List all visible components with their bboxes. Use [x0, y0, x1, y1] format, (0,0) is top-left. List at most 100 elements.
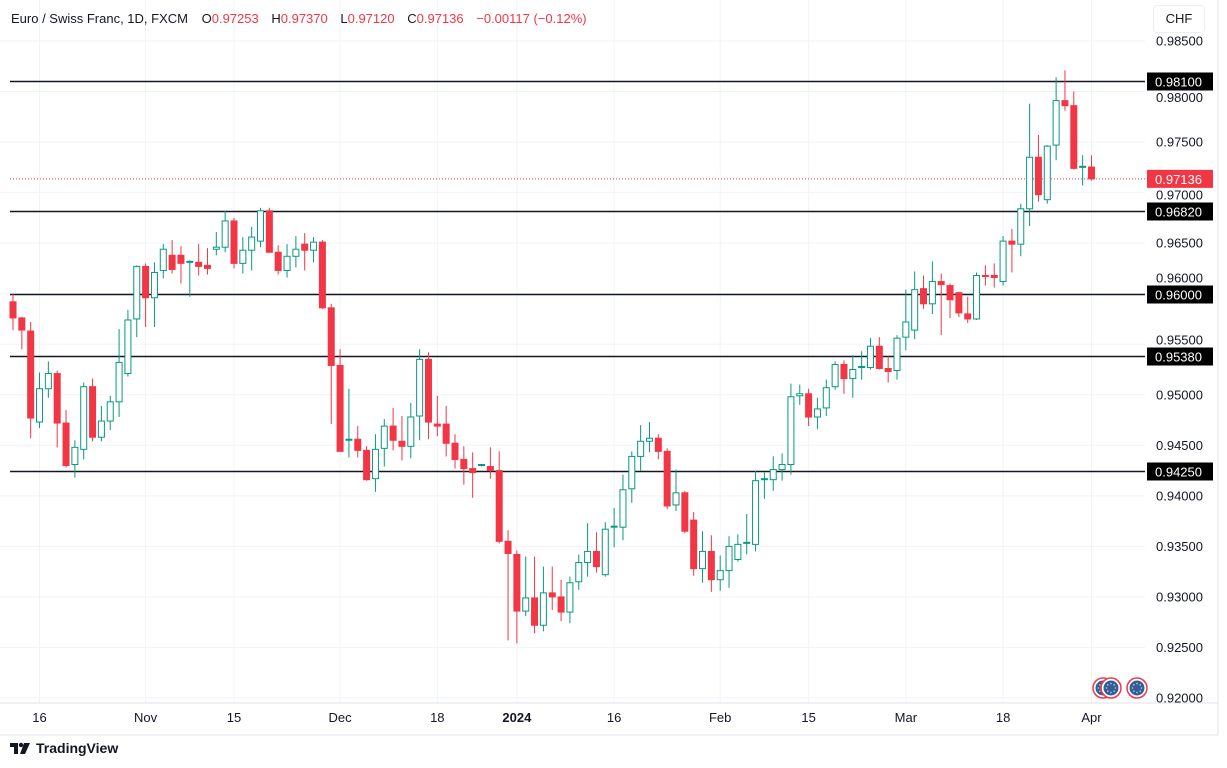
candle[interactable]: [999, 236, 1007, 286]
candle[interactable]: [734, 534, 742, 562]
candle[interactable]: [495, 451, 503, 544]
candle[interactable]: [858, 351, 866, 380]
candle[interactable]: [1052, 77, 1060, 161]
candle[interactable]: [274, 245, 282, 275]
candle[interactable]: [504, 530, 512, 641]
candle[interactable]: [1017, 203, 1025, 257]
candle[interactable]: [53, 370, 61, 448]
time-axis-labels[interactable]: 16 Nov 15 Dec 18 2024 16 Feb 15 Mar 18 Apr: [32, 710, 1102, 725]
symbol-title[interactable]: Euro / Swiss Franc, 1D, FXCM: [11, 11, 188, 26]
candle[interactable]: [840, 360, 848, 394]
candle[interactable]: [849, 355, 857, 398]
eu-flag-icon[interactable]: [1100, 677, 1122, 699]
candle[interactable]: [203, 248, 211, 275]
candle[interactable]: [955, 291, 963, 317]
candle[interactable]: [787, 383, 795, 475]
candle[interactable]: [1061, 70, 1069, 111]
candle[interactable]: [513, 550, 521, 644]
candle[interactable]: [990, 263, 998, 288]
candle[interactable]: [973, 272, 981, 320]
candle[interactable]: [186, 260, 194, 297]
candle[interactable]: [575, 554, 583, 590]
candle[interactable]: [822, 379, 830, 416]
candle[interactable]: [168, 240, 176, 274]
candle[interactable]: [1026, 103, 1034, 226]
candle[interactable]: [813, 397, 821, 430]
candle[interactable]: [150, 262, 158, 328]
candle[interactable]: [981, 265, 989, 286]
candle[interactable]: [964, 296, 972, 324]
candle[interactable]: [805, 388, 813, 427]
candle[interactable]: [875, 337, 883, 370]
events[interactable]: [1092, 677, 1148, 699]
candle[interactable]: [9, 293, 17, 331]
candle[interactable]: [177, 246, 185, 284]
candle[interactable]: [18, 316, 26, 350]
candle[interactable]: [769, 456, 777, 491]
candle[interactable]: [557, 579, 565, 622]
candle[interactable]: [893, 335, 901, 380]
candle[interactable]: [539, 566, 547, 632]
candle[interactable]: [80, 382, 88, 460]
candle[interactable]: [257, 207, 265, 248]
candle[interactable]: [610, 507, 618, 548]
candle[interactable]: [1087, 155, 1095, 181]
candle[interactable]: [133, 265, 141, 338]
candle[interactable]: [212, 232, 220, 256]
candle[interactable]: [230, 217, 238, 269]
candle[interactable]: [566, 576, 574, 624]
candle[interactable]: [946, 283, 954, 318]
candle[interactable]: [663, 448, 671, 509]
candle[interactable]: [389, 407, 397, 451]
candle[interactable]: [1070, 91, 1078, 170]
candle[interactable]: [920, 275, 928, 309]
candle[interactable]: [416, 349, 424, 441]
candle[interactable]: [44, 361, 52, 398]
candle[interactable]: [645, 422, 653, 453]
candle[interactable]: [1008, 229, 1016, 273]
candle[interactable]: [460, 446, 468, 485]
candle[interactable]: [752, 470, 760, 552]
candle[interactable]: [221, 210, 229, 253]
price-axis[interactable]: [1145, 0, 1227, 735]
candle[interactable]: [354, 426, 362, 458]
candle[interactable]: [424, 352, 432, 440]
candle[interactable]: [884, 356, 892, 383]
candle[interactable]: [106, 395, 114, 431]
candle[interactable]: [398, 415, 406, 461]
candle[interactable]: [407, 402, 415, 459]
candle[interactable]: [690, 512, 698, 576]
candle[interactable]: [336, 349, 344, 452]
candle[interactable]: [831, 361, 839, 390]
candle[interactable]: [672, 469, 680, 512]
candle[interactable]: [442, 405, 450, 457]
candle[interactable]: [142, 263, 150, 328]
candle[interactable]: [97, 405, 105, 442]
candle[interactable]: [522, 556, 530, 617]
candle[interactable]: [301, 233, 309, 271]
candle[interactable]: [124, 309, 132, 377]
candle[interactable]: [239, 237, 247, 274]
candle[interactable]: [469, 452, 477, 498]
candle[interactable]: [478, 464, 486, 467]
candle[interactable]: [699, 531, 707, 583]
candle[interactable]: [637, 425, 645, 471]
candle[interactable]: [36, 372, 44, 429]
candle[interactable]: [433, 395, 441, 437]
candle[interactable]: [1079, 155, 1087, 186]
candle[interactable]: [115, 329, 123, 418]
candle[interactable]: [911, 271, 919, 340]
candle[interactable]: [486, 447, 494, 479]
candle[interactable]: [380, 419, 388, 467]
tradingview-logo[interactable]: TradingView: [10, 740, 118, 756]
candle[interactable]: [796, 384, 804, 405]
candle[interactable]: [345, 388, 353, 458]
candle[interactable]: [318, 240, 326, 309]
candle[interactable]: [363, 446, 371, 481]
currency-button[interactable]: CHF: [1153, 5, 1205, 33]
candle[interactable]: [592, 532, 600, 573]
candle[interactable]: [265, 207, 273, 253]
candle[interactable]: [292, 236, 300, 268]
eu-flag-icon[interactable]: [1126, 677, 1148, 699]
candle[interactable]: [27, 321, 35, 439]
